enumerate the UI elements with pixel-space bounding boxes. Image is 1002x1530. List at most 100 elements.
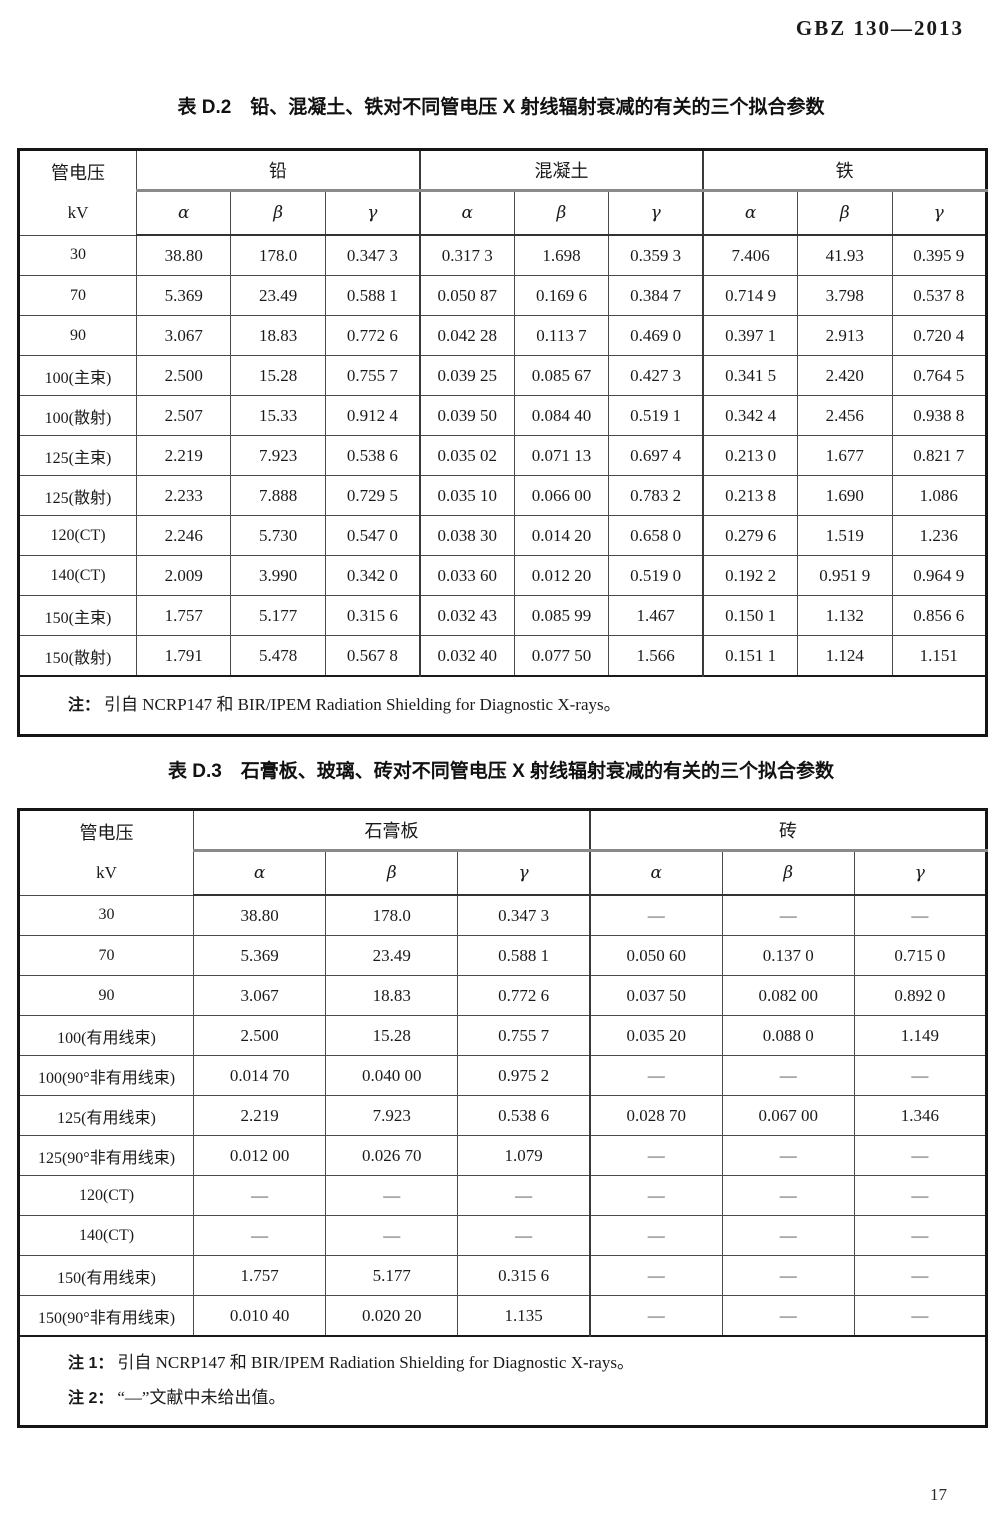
- value-cell: 2.500: [192, 1015, 327, 1056]
- value-cell: 5.730: [230, 515, 326, 556]
- value-cell: 0.912 4: [324, 395, 421, 436]
- value-cell: 0.213 8: [702, 475, 799, 516]
- material-group-header: 石膏板: [192, 809, 591, 852]
- value-cell: 7.923: [325, 1095, 459, 1136]
- value-cell: 2.233: [135, 475, 232, 516]
- value-cell: 15.28: [230, 355, 326, 396]
- table-row: 30 38.80 178.0 0.347 3 0.317 3 1.698 0.359 3 7.…: [18, 234, 987, 276]
- table-row: 150(90°非有用线束) 0.010 40 0.020 20 1.135— — —: [18, 1295, 988, 1337]
- value-cell: 1.698: [513, 234, 610, 276]
- note-label: 注 1：: [68, 1355, 114, 1372]
- material-group-header: 砖: [588, 809, 987, 852]
- value-cell: 0.040 00: [325, 1055, 459, 1096]
- material-group-header: 混凝土: [418, 149, 704, 192]
- value-cell: 38.80: [192, 894, 327, 936]
- note-text: 引自 NCRP147 和 BIR/IPEM Radiation Shieldin…: [117, 1353, 634, 1372]
- value-cell: 0.714 9: [702, 275, 799, 316]
- value-cell: 0.012 00: [192, 1135, 327, 1176]
- value-cell: 0.342 0: [324, 555, 421, 596]
- value-cell: 178.0: [325, 894, 459, 936]
- value-cell: —: [588, 1255, 723, 1296]
- value-cell: —: [588, 1295, 723, 1337]
- value-cell: 0.020 20: [325, 1295, 459, 1337]
- table-row: 100(90°非有用线束) 0.014 70 0.040 00 0.975 2— — —: [18, 1055, 988, 1096]
- value-cell: 7.406: [702, 234, 799, 276]
- value-cell: 0.772 6: [457, 975, 591, 1016]
- table-row: 100(主束) 2.500 15.28 0.755 7 0.039 25 0.085 67…: [18, 355, 987, 396]
- value-cell: 15.28: [325, 1015, 459, 1056]
- value-cell: 0.026 70: [325, 1135, 459, 1176]
- page-number: 17: [930, 1485, 947, 1504]
- value-cell: 0.033 60: [418, 555, 515, 596]
- value-cell: 0.037 50: [588, 975, 723, 1016]
- value-cell: 0.035 10: [418, 475, 515, 516]
- value-cell: 1.566: [608, 635, 704, 677]
- value-cell: 0.892 0: [853, 975, 988, 1016]
- value-cell: 0.169 6: [513, 275, 610, 316]
- material-group-header: 铁: [702, 149, 988, 192]
- value-cell: 0.137 0: [721, 935, 855, 976]
- value-cell: 0.697 4: [608, 435, 704, 476]
- value-cell: 1.467: [608, 595, 704, 636]
- value-cell: —: [325, 1175, 459, 1216]
- value-cell: 2.456: [797, 395, 893, 436]
- value-cell: 0.469 0: [608, 315, 704, 356]
- value-cell: —: [721, 1175, 855, 1216]
- param-header: α: [418, 190, 515, 236]
- table-note: 注： 引自 NCRP147 和 BIR/IPEM Radiation Shield…: [18, 675, 987, 736]
- value-cell: 23.49: [230, 275, 326, 316]
- note-label: 注 2：: [68, 1390, 114, 1407]
- param-header: β: [721, 850, 855, 896]
- value-cell: 2.219: [192, 1095, 327, 1136]
- value-cell: —: [853, 1175, 988, 1216]
- value-cell: 0.975 2: [457, 1055, 591, 1096]
- table-row: 125(90°非有用线束) 0.012 00 0.026 70 1.079— — —: [18, 1135, 988, 1176]
- value-cell: 3.990: [230, 555, 326, 596]
- value-cell: 0.032 40: [418, 635, 515, 677]
- value-cell: —: [721, 1215, 855, 1256]
- value-cell: 1.236: [891, 515, 987, 556]
- value-cell: 0.755 7: [457, 1015, 591, 1056]
- table-row: 90 3.067 18.83 0.772 6 0.037 50 0.082 00 0.892…: [18, 975, 988, 1016]
- note-line: 注 1： 引自 NCRP147 和 BIR/IPEM Radiation Shie…: [68, 1346, 969, 1381]
- value-cell: 0.113 7: [513, 315, 610, 356]
- note-text: “—”文献中未给出值。: [117, 1388, 286, 1407]
- value-cell: —: [192, 1175, 327, 1216]
- value-cell: —: [457, 1215, 591, 1256]
- table-row: 70 5.369 23.49 0.588 1 0.050 60 0.137 0 0.715 …: [18, 935, 988, 976]
- value-cell: —: [853, 1295, 988, 1337]
- note-row: 注： 引自 NCRP147 和 BIR/IPEM Radiation Shield…: [18, 675, 987, 736]
- row-label: 125(有用线束): [18, 1095, 194, 1136]
- param-header: γ: [853, 850, 988, 896]
- value-cell: —: [721, 1055, 855, 1096]
- value-cell: —: [721, 1295, 855, 1337]
- value-cell: 0.077 50: [513, 635, 610, 677]
- value-cell: 1.757: [192, 1255, 327, 1296]
- table-row: 120(CT) 2.246 5.730 0.547 0 0.038 30 0.014 20…: [18, 515, 987, 556]
- value-cell: 0.384 7: [608, 275, 704, 316]
- value-cell: —: [325, 1215, 459, 1256]
- value-cell: 5.177: [325, 1255, 459, 1296]
- value-cell: 18.83: [325, 975, 459, 1016]
- value-cell: 0.951 9: [797, 555, 893, 596]
- row-label: 120(CT): [18, 515, 137, 556]
- note-line: 注 2： “—”文献中未给出值。: [68, 1381, 969, 1416]
- table-row: 125(主束) 2.219 7.923 0.538 6 0.035 02 0.071 13…: [18, 435, 987, 476]
- table_d2: 管电压 kV 铅混凝土铁 α β γ α β γ α β γ 30 38.80 178.0 0.347 3 0.…: [17, 148, 988, 737]
- param-header: γ: [324, 190, 421, 236]
- value-cell: 0.588 1: [457, 935, 591, 976]
- value-cell: 1.132: [797, 595, 893, 636]
- value-cell: 0.066 00: [513, 475, 610, 516]
- tube-voltage-unit: kV: [67, 202, 89, 222]
- value-cell: 0.028 70: [588, 1095, 723, 1136]
- value-cell: —: [192, 1215, 327, 1256]
- value-cell: 0.151 1: [702, 635, 799, 677]
- value-cell: 0.537 8: [891, 275, 987, 316]
- value-cell: 0.213 0: [702, 435, 799, 476]
- table-note: 注 1： 引自 NCRP147 和 BIR/IPEM Radiation Shie…: [18, 1335, 987, 1427]
- row-label: 30: [18, 234, 137, 276]
- value-cell: 1.149: [853, 1015, 988, 1056]
- note-label: 注：: [68, 697, 101, 714]
- value-cell: 0.192 2: [702, 555, 799, 596]
